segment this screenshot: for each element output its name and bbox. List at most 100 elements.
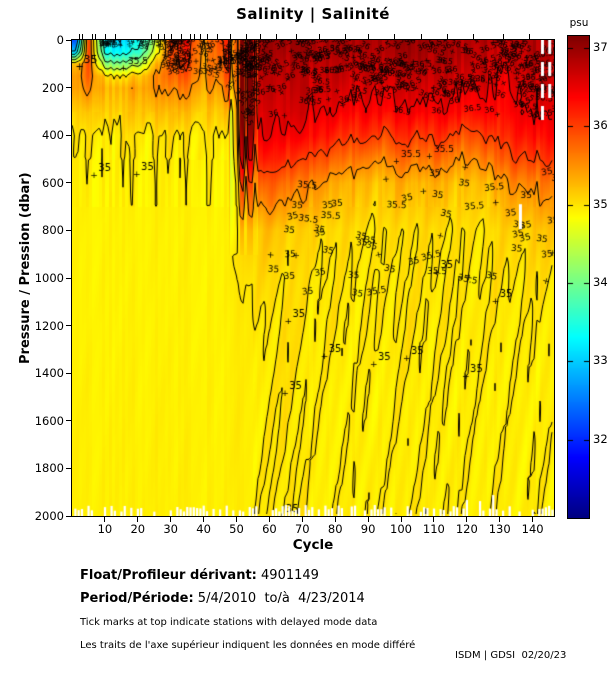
y-tick-mark xyxy=(66,420,71,422)
x-tick-label: 90 xyxy=(360,522,376,536)
delayed-mode-tick xyxy=(394,34,396,39)
y-tick-mark xyxy=(66,87,71,89)
y-tick-mark xyxy=(66,229,71,231)
y-tick-mark xyxy=(66,467,71,469)
delayed-mode-tick xyxy=(206,34,208,39)
delayed-mode-tick xyxy=(170,34,172,39)
delayed-mode-tick xyxy=(157,34,159,39)
delayed-mode-tick xyxy=(420,34,422,39)
float-id-label: Float/Profileur dérivant: xyxy=(80,568,257,583)
x-tick-label: 30 xyxy=(163,522,178,536)
y-tick-mark xyxy=(66,134,71,136)
period-line: Period/Période: 5/4/2010 to/à 4/23/2014 xyxy=(80,591,365,606)
x-tick-label: 10 xyxy=(97,522,113,536)
x-tick-label: 50 xyxy=(229,522,244,536)
y-tick-label: 600 xyxy=(42,175,64,190)
period-value: 5/4/2010 to/à 4/23/2014 xyxy=(193,591,365,606)
delayed-mode-tick xyxy=(114,34,116,39)
note-french: Les traits de l'axe supérieur indiquent … xyxy=(80,640,416,651)
x-tick-label: 140 xyxy=(521,522,544,536)
x-tick-label: 80 xyxy=(327,522,343,536)
plot-title: Salinity | Salinité xyxy=(236,5,390,23)
y-tick-mark xyxy=(66,515,71,517)
delayed-mode-tick xyxy=(91,34,93,39)
delayed-mode-tick xyxy=(473,34,475,39)
delayed-mode-tick xyxy=(503,34,504,39)
y-tick-label: 400 xyxy=(42,128,64,143)
y-tick-label: 1200 xyxy=(34,318,64,333)
colorbar-tick-label: 35 xyxy=(593,196,608,211)
x-tick-mark xyxy=(466,517,468,522)
colorbar-canvas xyxy=(567,35,590,519)
x-tick-label: 100 xyxy=(390,522,412,536)
y-tick-label: 0 xyxy=(56,33,64,47)
x-tick-mark xyxy=(367,517,369,522)
delayed-mode-tick xyxy=(150,34,152,39)
x-tick-mark xyxy=(433,517,435,522)
x-tick-mark xyxy=(170,517,172,522)
colorbar-tick-label: 32 xyxy=(593,431,608,446)
x-tick-mark xyxy=(532,517,534,522)
salinity-heatmap-canvas xyxy=(71,39,555,517)
colorbar-unit-label: psu xyxy=(569,17,589,29)
x-tick-label: 40 xyxy=(196,522,211,536)
x-tick-mark xyxy=(137,517,139,522)
x-tick-mark xyxy=(400,517,402,522)
delayed-mode-tick xyxy=(81,34,83,39)
y-tick-mark xyxy=(66,277,71,279)
y-tick-label: 1800 xyxy=(34,461,64,476)
y-tick-label: 1400 xyxy=(34,366,64,381)
y-tick-mark xyxy=(66,39,71,41)
delayed-mode-tick xyxy=(229,34,231,39)
x-tick-mark xyxy=(301,517,303,522)
y-tick-label: 1000 xyxy=(34,271,64,285)
delayed-mode-tick xyxy=(275,34,277,39)
delayed-mode-tick xyxy=(259,34,261,39)
delayed-mode-tick xyxy=(529,34,531,39)
isdm-credit: ISDM | GDSI 02/20/23 xyxy=(455,650,567,661)
y-axis-label: Pressure / Pression (dbar) xyxy=(18,172,33,364)
delayed-mode-tick xyxy=(368,34,370,39)
x-tick-label: 120 xyxy=(455,522,478,536)
delayed-mode-tick xyxy=(164,34,166,39)
delayed-mode-tick xyxy=(318,34,320,39)
period-label: Period/Période: xyxy=(80,591,194,606)
x-tick-label: 20 xyxy=(130,522,146,536)
delayed-mode-tick xyxy=(295,34,297,39)
delayed-mode-tick xyxy=(447,34,449,39)
delayed-mode-tick xyxy=(216,34,218,39)
x-axis-label: Cycle xyxy=(292,537,334,553)
delayed-mode-tick xyxy=(200,34,202,39)
note-english: Tick marks at top indicate stations with… xyxy=(80,617,378,628)
colorbar-tick-label: 36 xyxy=(593,118,608,133)
y-tick-label: 2000 xyxy=(34,509,64,523)
y-tick-mark xyxy=(66,325,71,327)
x-tick-label: 110 xyxy=(422,522,445,536)
delayed-mode-tick xyxy=(180,34,182,39)
x-tick-mark xyxy=(203,517,205,522)
delayed-mode-tick xyxy=(190,34,192,39)
float-id-line: Float/Profileur dérivant: 4901149 xyxy=(80,568,319,583)
colorbar-tick-label: 33 xyxy=(593,353,608,368)
delayed-mode-tick xyxy=(95,34,97,39)
x-tick-mark xyxy=(499,517,501,522)
x-tick-label: 70 xyxy=(294,522,310,536)
colorbar-tick-label: 34 xyxy=(593,274,608,289)
x-tick-label: 60 xyxy=(262,522,277,536)
y-tick-label: 800 xyxy=(42,223,64,238)
x-tick-mark xyxy=(104,517,106,522)
delayed-mode-tick xyxy=(104,34,106,39)
y-tick-mark xyxy=(66,372,71,374)
y-tick-mark xyxy=(66,182,71,184)
delayed-mode-tick xyxy=(246,34,248,39)
x-tick-mark xyxy=(334,517,336,522)
delayed-mode-tick xyxy=(78,34,80,39)
x-tick-mark xyxy=(236,517,237,522)
y-tick-label: 200 xyxy=(42,80,64,95)
x-tick-label: 130 xyxy=(488,522,511,536)
x-tick-mark xyxy=(268,517,270,522)
colorbar-tick-label: 37 xyxy=(593,39,608,54)
y-tick-label: 1600 xyxy=(34,413,64,428)
float-id-value: 4901149 xyxy=(256,568,319,583)
